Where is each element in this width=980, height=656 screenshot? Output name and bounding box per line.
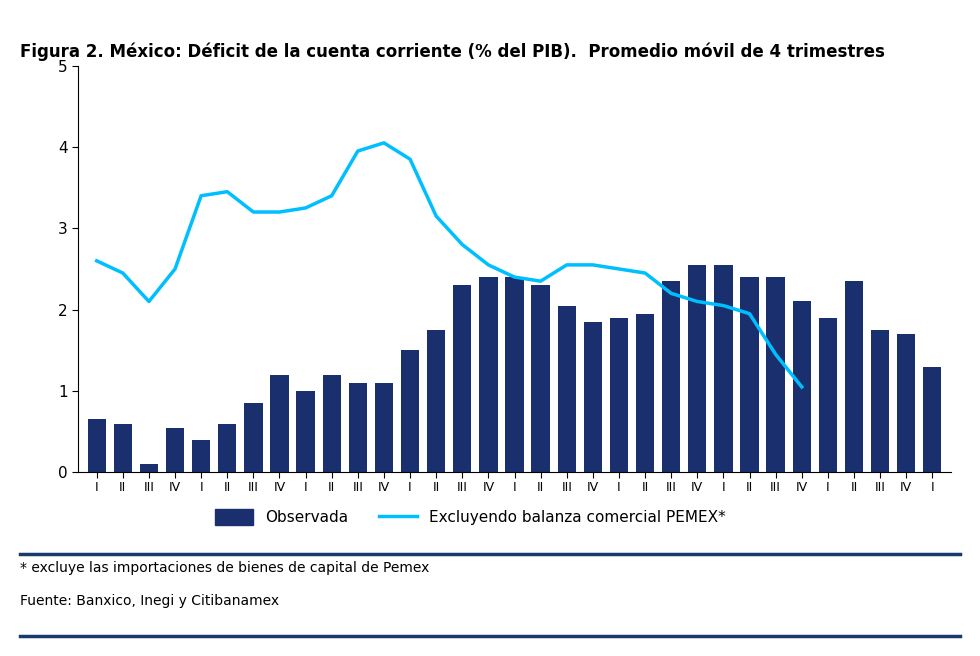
Bar bbox=[897, 334, 915, 472]
Bar bbox=[531, 285, 550, 472]
Bar bbox=[401, 350, 419, 472]
Bar bbox=[558, 306, 576, 472]
Bar bbox=[219, 424, 236, 472]
Bar bbox=[662, 281, 680, 472]
Bar bbox=[636, 314, 655, 472]
Bar bbox=[427, 330, 445, 472]
Bar bbox=[296, 391, 315, 472]
Bar bbox=[610, 318, 628, 472]
Bar bbox=[793, 302, 810, 472]
Bar bbox=[871, 330, 889, 472]
Bar bbox=[479, 277, 498, 472]
Bar bbox=[740, 277, 759, 472]
Bar bbox=[374, 383, 393, 472]
Bar bbox=[845, 281, 863, 472]
Bar bbox=[140, 464, 158, 472]
Bar bbox=[506, 277, 523, 472]
Bar bbox=[322, 375, 341, 472]
Legend: Observada, Excluyendo balanza comercial PEMEX*: Observada, Excluyendo balanza comercial … bbox=[209, 503, 732, 531]
Text: Fuente: Banxico, Inegi y Citibanamex: Fuente: Banxico, Inegi y Citibanamex bbox=[20, 594, 278, 607]
Bar bbox=[166, 428, 184, 472]
Bar bbox=[453, 285, 471, 472]
Bar bbox=[584, 322, 602, 472]
Bar bbox=[766, 277, 785, 472]
Bar bbox=[688, 265, 707, 472]
Bar bbox=[87, 419, 106, 472]
Bar bbox=[270, 375, 289, 472]
Bar bbox=[114, 424, 132, 472]
Text: Figura 2. México: Déficit de la cuenta corriente (% del PIB).  Promedio móvil de: Figura 2. México: Déficit de la cuenta c… bbox=[20, 43, 885, 61]
Bar bbox=[244, 403, 263, 472]
Bar bbox=[818, 318, 837, 472]
Bar bbox=[192, 440, 211, 472]
Bar bbox=[349, 383, 367, 472]
Bar bbox=[714, 265, 732, 472]
Text: * excluye las importaciones de bienes de capital de Pemex: * excluye las importaciones de bienes de… bbox=[20, 561, 429, 575]
Bar bbox=[923, 367, 942, 472]
